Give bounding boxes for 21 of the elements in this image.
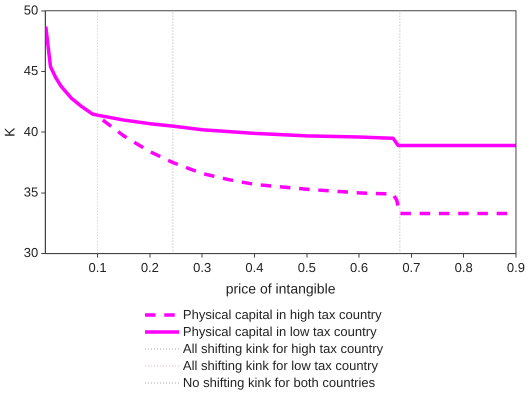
x-tick-label: 0.5: [298, 260, 316, 275]
y-tick-label: 30: [24, 245, 38, 260]
y-axis-title: K: [1, 126, 18, 137]
x-tick-label: 0.8: [454, 260, 473, 275]
legend-label: All shifting kink for low tax country: [182, 358, 378, 373]
legend-label: Physical capital in high tax country: [182, 307, 382, 322]
legend-label: No shifting kink for both countries: [182, 375, 376, 390]
y-tick-label: 45: [24, 63, 38, 78]
x-tick-label: 0.4: [245, 260, 264, 275]
x-tick-label: 0.3: [193, 260, 212, 275]
x-axis-title: price of intangible: [226, 280, 336, 296]
y-tick-label: 35: [24, 184, 38, 200]
legend-label: All shifting kink for high tax country: [182, 341, 384, 356]
y-tick-label: 50: [24, 2, 38, 18]
x-tick-label: 0.9: [506, 260, 526, 275]
x-tick-label: 0.2: [140, 260, 159, 275]
x-tick-label: 0.7: [402, 260, 420, 275]
legend-label: Physical capital in low tax country: [182, 324, 377, 339]
y-tick-label: 40: [24, 124, 38, 139]
x-tick-label: 0.6: [350, 260, 368, 275]
x-tick-label: 0.1: [88, 260, 107, 275]
